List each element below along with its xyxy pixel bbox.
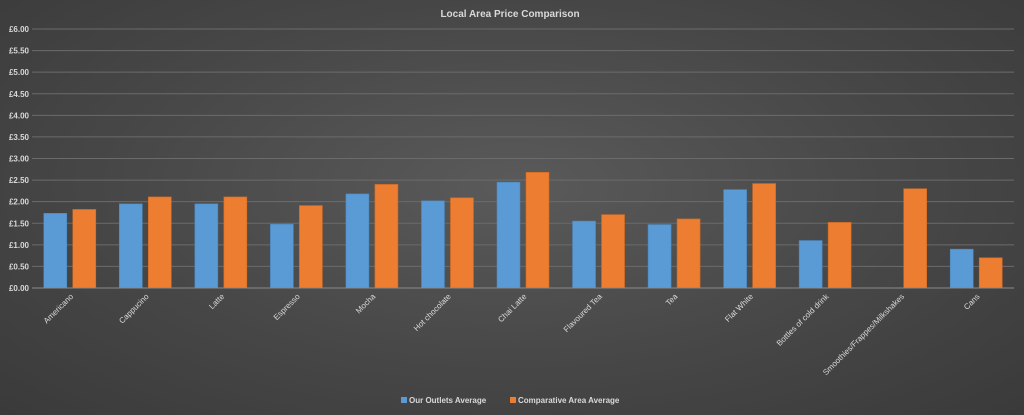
- x-category-label: Bottles of cold drink: [775, 291, 831, 347]
- legend-swatch-our-outlets: [401, 397, 407, 403]
- y-tick-label: £5.50: [9, 47, 30, 56]
- bar-our-outlets-average-bottles-of-cold-drink: [798, 240, 823, 289]
- y-tick-label: £2.50: [9, 176, 30, 185]
- y-tick-label: £4.00: [9, 111, 30, 120]
- bar-comparative-area-average-tea: [676, 218, 701, 289]
- y-tick-label: £1.50: [9, 219, 30, 228]
- x-category-label: Cappucino: [117, 292, 151, 326]
- bar-our-outlets-average-chai-latte: [496, 181, 521, 289]
- y-tick-label: £5.00: [9, 68, 30, 77]
- bar-our-outlets-average-mocha: [345, 193, 370, 289]
- x-category-label: Hot chocolate: [412, 292, 453, 333]
- bar-comparative-area-average-cans: [978, 257, 1003, 289]
- bar-our-outlets-average-espresso: [270, 223, 294, 289]
- gridlines: [32, 28, 1014, 267]
- bar-our-outlets-average-flavoured-tea: [572, 220, 596, 289]
- y-tick-label: £0.50: [9, 262, 30, 271]
- bar-comparative-area-average-latte: [223, 196, 248, 289]
- x-category-label: Flat White: [723, 292, 755, 324]
- bar-comparative-area-average-hot-chocolate: [450, 197, 474, 289]
- x-category-label: Cans: [962, 292, 982, 312]
- x-category-label: Latte: [207, 292, 226, 311]
- x-category-label: Mocha: [354, 292, 378, 316]
- y-axis-ticks: £0.00 £0.50 £1.00 £1.50 £2.00 £2.50 £3.00 £3.50…: [9, 25, 30, 293]
- bar-comparative-area-average-espresso: [299, 205, 323, 289]
- y-tick-label: £3.00: [9, 155, 30, 164]
- bar-comparative-area-average-americano: [72, 209, 97, 289]
- bar-comparative-area-average-flavoured-tea: [601, 214, 625, 289]
- bar-our-outlets-average-cans: [949, 248, 974, 289]
- y-tick-label: £6.00: [9, 25, 30, 34]
- legend-label-our-outlets: Our Outlets Average: [409, 396, 487, 405]
- bar-comparative-area-average-flat-white: [752, 183, 776, 289]
- legend-label-comparative-area: Comparative Area Average: [518, 396, 620, 405]
- x-category-label: Chai Latte: [496, 292, 529, 325]
- bars: [43, 172, 1003, 289]
- x-category-label: Espresso: [272, 292, 302, 322]
- bar-our-outlets-average-tea: [647, 224, 672, 289]
- bar-our-outlets-average-hot-chocolate: [421, 200, 445, 289]
- x-category-label: Flavoured Tea: [562, 292, 604, 334]
- legend-swatch-comparative-area: [510, 397, 516, 403]
- x-axis-labels: Americano Cappucino Latte Espresso Mocha Hot …: [42, 291, 982, 377]
- bar-our-outlets-average-latte: [194, 203, 219, 289]
- bar-our-outlets-average-cappucino: [119, 203, 143, 289]
- bar-our-outlets-average-flat-white: [723, 189, 747, 289]
- bar-comparative-area-average-mocha: [374, 184, 399, 289]
- x-category-label: Americano: [42, 292, 76, 326]
- bar-comparative-area-average-chai-latte: [525, 172, 550, 289]
- y-tick-label: £1.00: [9, 241, 30, 250]
- bar-our-outlets-average-americano: [43, 213, 68, 289]
- y-tick-label: £4.50: [9, 90, 30, 99]
- y-tick-label: £3.50: [9, 133, 30, 142]
- bar-comparative-area-average-bottles-of-cold-drink: [827, 222, 852, 289]
- x-category-label: Tea: [664, 292, 680, 308]
- bar-comparative-area-average-smoothies-frappes-milkshakes: [903, 188, 927, 289]
- y-tick-label: £0.00: [9, 284, 30, 293]
- chart-title: Local Area Price Comparison: [440, 9, 579, 20]
- x-category-label: Smoothies/Frappes/Milkshakes: [821, 292, 906, 377]
- y-tick-label: £2.00: [9, 198, 30, 207]
- legend: Our Outlets Average Comparative Area Ave…: [401, 396, 620, 405]
- bar-comparative-area-average-cappucino: [148, 196, 172, 289]
